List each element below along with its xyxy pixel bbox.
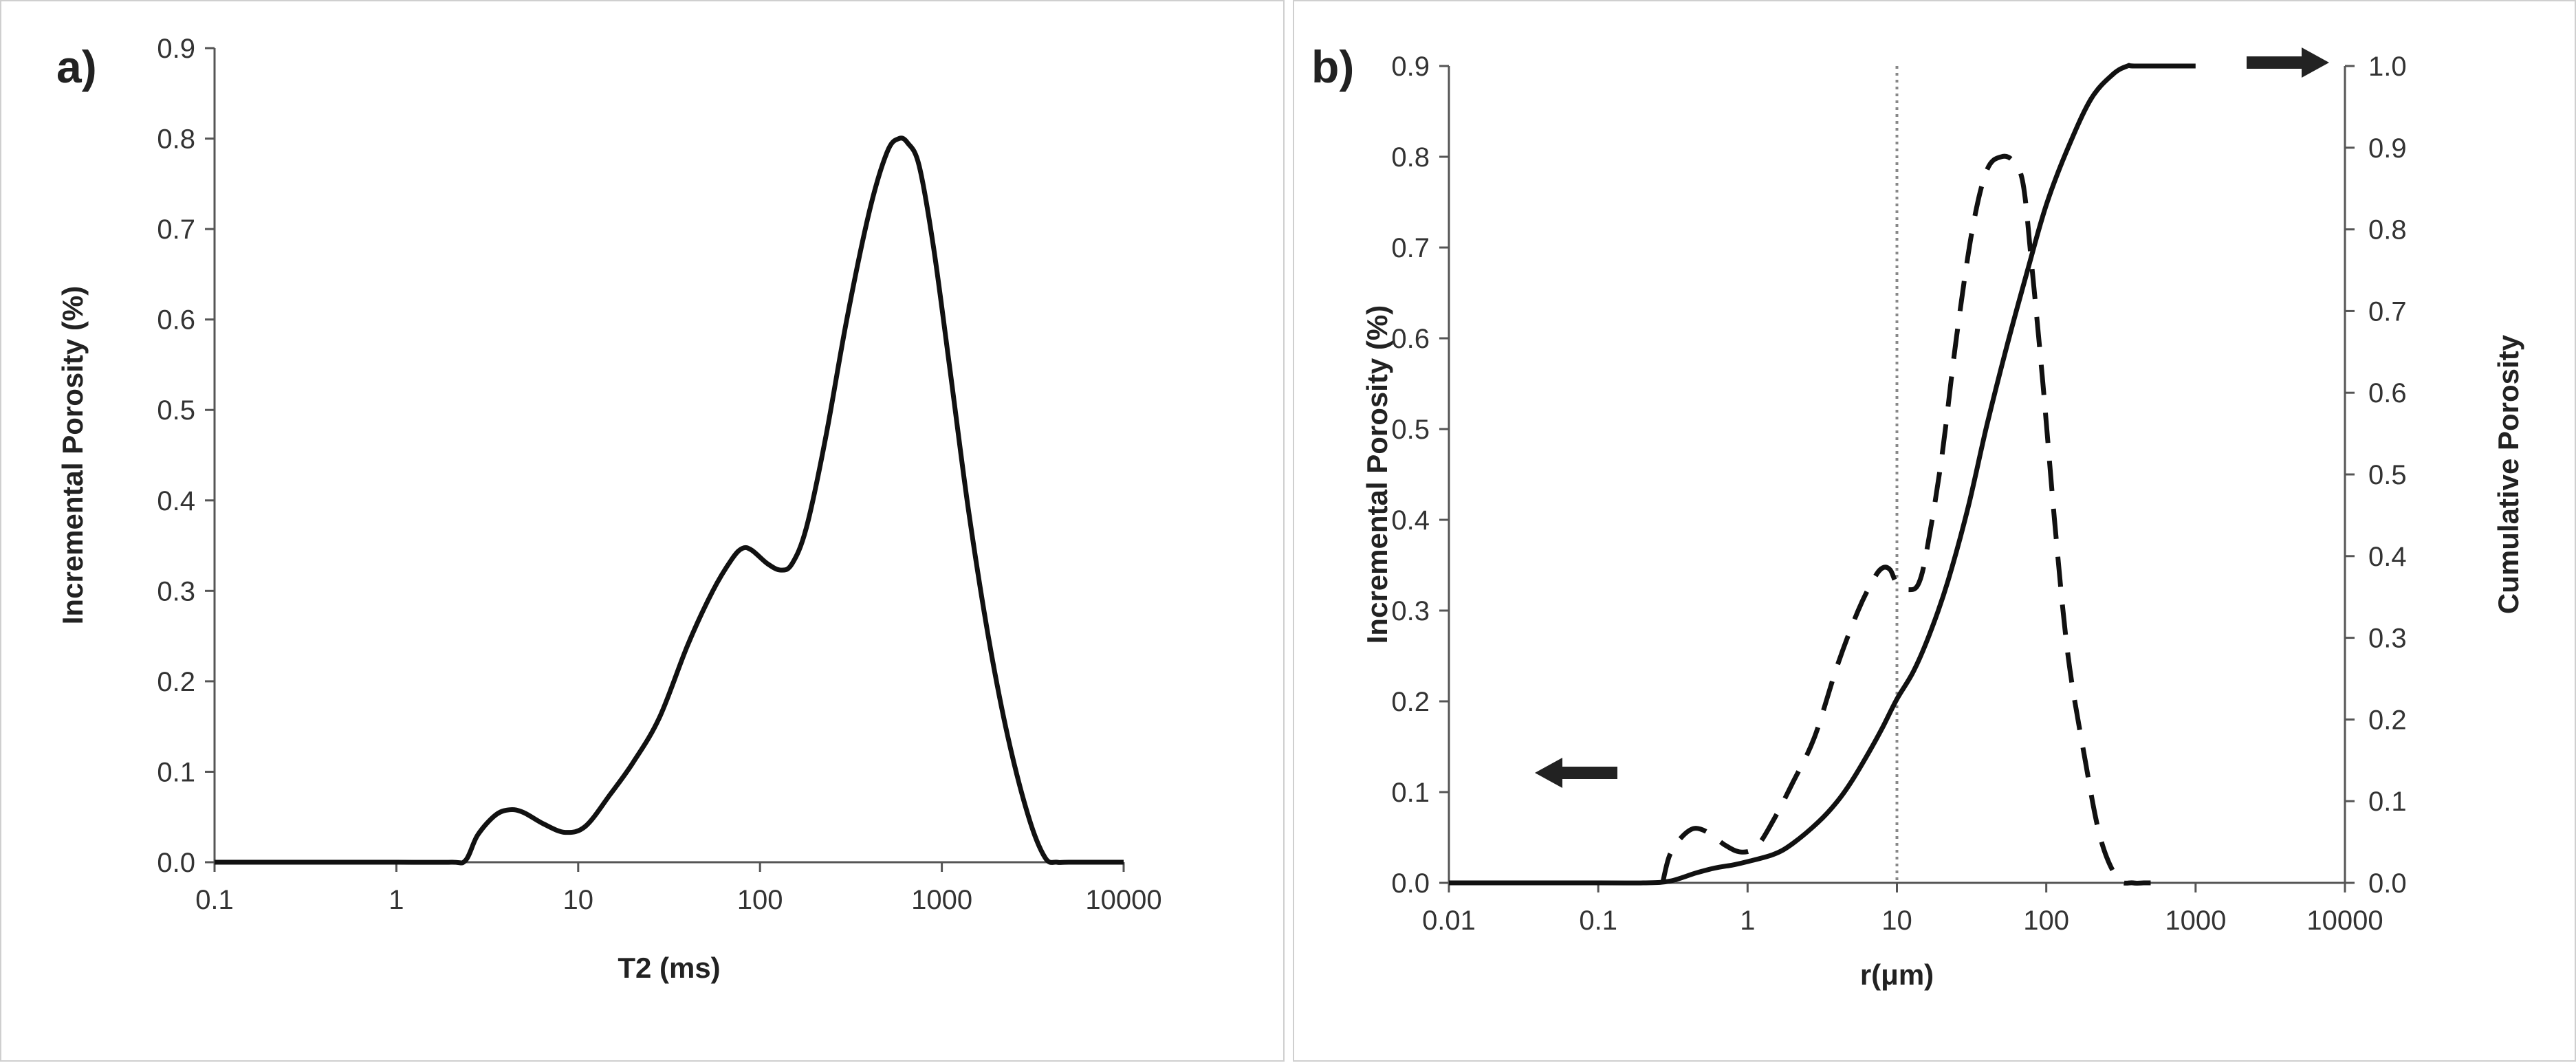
x-axis-title: r(μm) (1860, 958, 1934, 991)
y-tick-label: 0.0 (157, 848, 195, 878)
y-tick-label: 0.6 (157, 305, 195, 336)
y-tick-label: 0.2 (157, 667, 195, 697)
y2-tick-label: 0.5 (2368, 460, 2407, 490)
y-tick-label: 0.8 (157, 124, 195, 155)
x-tick-label: 0.1 (195, 885, 234, 915)
y-tick-label: 0.4 (157, 486, 195, 516)
x-tick-label: 1 (1740, 906, 1755, 936)
y2-tick-label: 0.9 (2368, 133, 2407, 164)
x-tick-label: 1000 (911, 885, 972, 915)
y-axis-title: Incremental Porosity (%) (1361, 305, 1393, 644)
chart-a-svg: 0.1 1 10 100 1000 100000.00.10.20.30.40.50.60… (56, 34, 1162, 984)
x-tick-label: 100 (737, 885, 783, 915)
panel-label: b) (1311, 41, 1354, 92)
x-tick-label: 100 (2023, 906, 2069, 936)
chart-b-svg: 0.01 0.1 1 10 100 1000 10000 0.0 0.1 0.2 0.3 0.4 0.5… (1311, 41, 2524, 991)
y-tick-label: 0.5 (157, 395, 195, 426)
y-tick-label: 0.3 (1391, 596, 1430, 626)
y-tick-label: 0.2 (1391, 687, 1430, 717)
series-line-dashed (1660, 153, 2151, 886)
series-line-solid (215, 135, 1124, 866)
y2-tick-label: 0.4 (2368, 542, 2407, 572)
y-tick-label: 0.9 (1391, 52, 1430, 82)
y-tick-label: 0.8 (1391, 142, 1430, 173)
y2-tick-label: 0.8 (2368, 215, 2407, 245)
y-tick-label: 0.9 (157, 34, 195, 64)
y2-tick-label: 0.3 (2368, 624, 2407, 654)
y-tick-label: 0.7 (1391, 233, 1430, 263)
x-tick-label: 0.1 (1579, 906, 1617, 936)
x-tick-label: 1 (389, 885, 404, 915)
y-tick-label: 0.1 (157, 757, 195, 787)
x-tick-label: 10 (563, 885, 594, 915)
x-tick-label: 10 (1881, 906, 1912, 936)
chart-panel-a: 0.1 1 10 100 1000 10000 0.0 0.1 0.2 0.3 0.4 0.5 0.6 0… (0, 0, 1285, 1062)
y2-tick-label: 0.2 (2368, 705, 2407, 735)
y2-tick-label: 0.1 (2368, 787, 2407, 817)
y-tick-label: 0.4 (1391, 505, 1430, 536)
x-tick-label: 1000 (2165, 906, 2226, 936)
y2-tick-label: 0.0 (2368, 868, 2407, 899)
y-tick-label: 0.3 (157, 576, 195, 606)
left-axis-arrow-icon (1535, 758, 1617, 788)
x-tick-label: 10000 (1085, 885, 1161, 915)
y2-axis-title: Cumulative Porosity (2492, 334, 2524, 614)
y-tick-label: 0.6 (1391, 324, 1430, 354)
y-tick-label: 0.1 (1391, 778, 1430, 808)
x-tick-label: 0.01 (1422, 906, 1476, 936)
y-tick-label: 0.7 (157, 215, 195, 245)
y2-tick-label: 1.0 (2368, 52, 2407, 82)
x-tick-label: 10000 (2306, 906, 2383, 936)
y-tick-label: 0.0 (1391, 868, 1430, 899)
series-line-solid (1449, 63, 2196, 886)
panel-label: a) (56, 41, 97, 92)
y2-tick-label: 0.7 (2368, 296, 2407, 327)
y2-tick-label: 0.6 (2368, 378, 2407, 408)
y-tick-label: 0.5 (1391, 415, 1430, 445)
right-axis-arrow-icon (2247, 47, 2329, 78)
x-axis-title: T2 (ms) (618, 952, 720, 984)
y-axis-title: Incremental Porosity (%) (56, 286, 89, 624)
chart-panel-b: 0.01 0.1 1 10 100 1000 10000 0.0 0.1 0.2 0.3 0.4 0.5… (1293, 0, 2576, 1062)
